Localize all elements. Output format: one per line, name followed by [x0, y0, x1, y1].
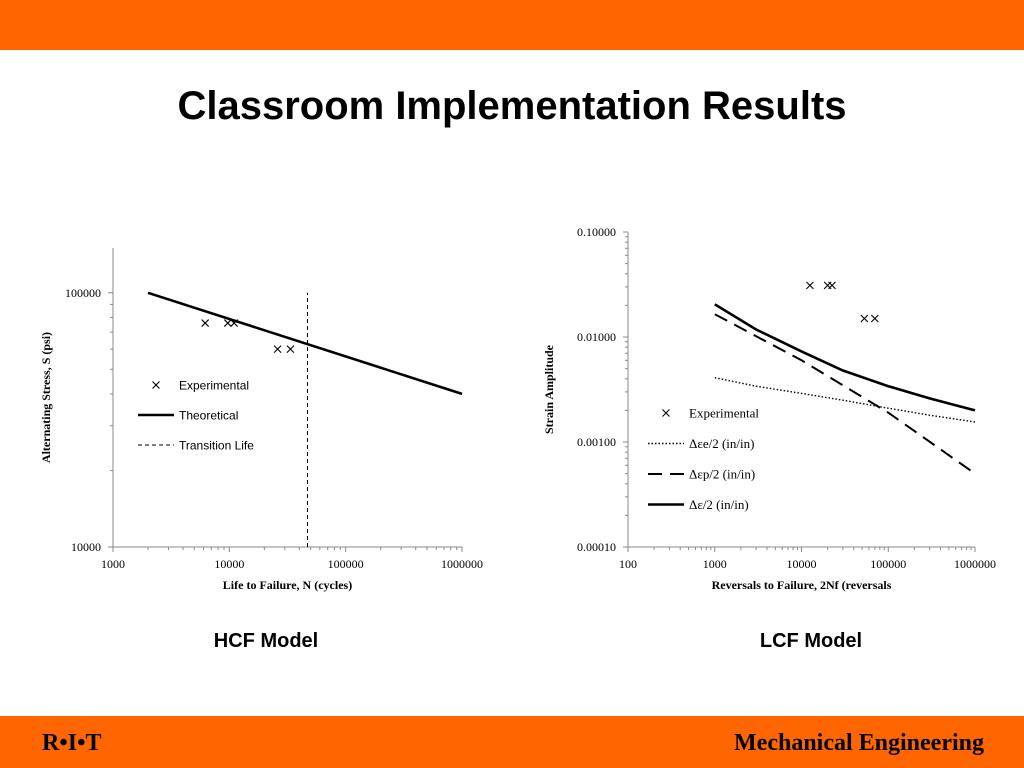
hcf-y-tick-label: 100000 [65, 286, 101, 300]
lcf-x-tick-label: 100000 [870, 557, 906, 571]
top-accent-bar [0, 0, 1024, 50]
lcf-y-tick-label: 0.00100 [577, 435, 616, 449]
lcf-y-tick-label: 0.00010 [577, 540, 616, 554]
hcf-x-tick-label: 1000 [101, 557, 125, 571]
rit-logo-text: R•I•T [42, 730, 102, 756]
lcf-legend-symbol [662, 409, 670, 417]
lcf-series-solid-line [714, 303, 976, 412]
hcf-experimental-point [201, 319, 210, 327]
hcf-series-solid-line [147, 291, 463, 396]
lcf-x-axis-label: Reversals to Failure, 2Nf (reversals [712, 578, 892, 592]
lcf-x-tick-label: 100 [619, 557, 637, 571]
hcf-experimental-point [286, 345, 295, 354]
slide-title: Classroom Implementation Results [177, 84, 847, 128]
lcf-y-tick-label: 0.01000 [577, 330, 616, 344]
hcf-experimental-point [223, 319, 232, 327]
hcf-legend-label: Experimental [179, 379, 249, 393]
hcf-experimental-point [273, 345, 282, 354]
lcf-experimental-point [828, 281, 836, 290]
lcf-legend-label: Experimental [689, 406, 759, 421]
lcf-caption: LCF Model [759, 630, 863, 652]
lcf-legend-label: Δεe/2 (in/in) [689, 436, 754, 451]
hcf-legend-label: Transition Life [179, 439, 254, 453]
lcf-x-tick-label: 10000 [787, 557, 817, 571]
hcf-x-tick-label: 100000 [328, 557, 364, 571]
hcf-x-tick-label: 1000000 [441, 557, 483, 571]
lcf-series-long-dash-line [714, 313, 976, 475]
lcf-y-tick-label: 0.10000 [577, 225, 616, 239]
lcf-x-tick-label: 1000 [703, 557, 727, 571]
lcf-experimental-point [860, 314, 869, 323]
department-name: Mechanical Engineering [734, 730, 984, 756]
footer-bar [0, 716, 1024, 768]
lcf-y-axis-label: Strain Amplitude [542, 344, 556, 434]
lcf-x-tick-label: 1000000 [954, 557, 996, 571]
lcf-experimental-point [806, 281, 814, 290]
hcf-x-axis-label: Life to Failure, N (cycles) [223, 578, 352, 592]
hcf-legend-symbol [152, 381, 160, 389]
hcf-y-tick-label: 10000 [71, 540, 101, 554]
hcf-legend-label: Theoretical [179, 409, 238, 423]
hcf-x-tick-label: 10000 [214, 557, 244, 571]
lcf-legend-label: Δεp/2 (in/in) [689, 467, 755, 482]
hcf-caption: HCF Model [213, 630, 319, 652]
lcf-experimental-point [870, 314, 879, 323]
lcf-legend-label: Δε/2 (in/in) [689, 497, 749, 512]
lcf-series-dotted-line [714, 377, 976, 423]
hcf-y-axis-label: Alternating Stress, S (psi) [39, 332, 53, 463]
